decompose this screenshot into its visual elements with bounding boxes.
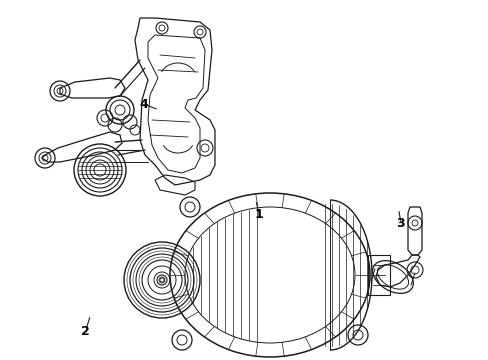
Text: 3: 3 (396, 217, 405, 230)
Text: 1: 1 (254, 208, 263, 221)
Text: 2: 2 (81, 325, 90, 338)
Text: 4: 4 (140, 98, 148, 111)
